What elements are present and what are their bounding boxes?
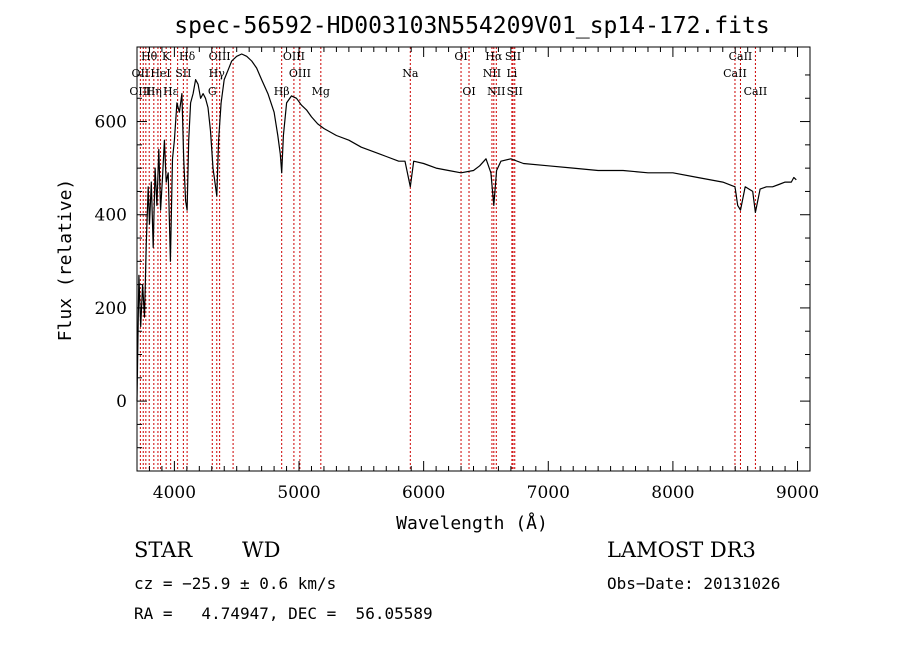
spectrum-line	[136, 53, 797, 402]
spectral-line-label: CaII	[723, 67, 747, 80]
spectral-line-label: OIII	[289, 67, 311, 80]
object-subclass: WD	[242, 538, 281, 562]
spectral-line-label: OII	[132, 67, 150, 80]
spectral-line-label: Mg	[312, 85, 330, 98]
spectral-line-label: Hθ	[141, 50, 158, 63]
spectral-line-label: Li	[506, 67, 517, 80]
y-tick-label: 600	[95, 113, 127, 133]
chart-title: spec-56592-HD003103N554209V01_sp14-172.f…	[174, 13, 769, 39]
object-class: STAR	[134, 538, 193, 562]
spectral-line-label: OI	[454, 50, 467, 63]
spectral-line-label: Hβ	[274, 85, 290, 98]
plot-frame	[136, 46, 811, 472]
spectral-line-label: NII	[483, 67, 501, 80]
spectral-line-label: Hδ	[179, 50, 196, 63]
spectral-line-label: SII	[175, 67, 191, 80]
spectral-line-label: K	[162, 50, 171, 63]
spectral-line-label: CaII	[729, 50, 753, 63]
spectral-line-label: SII	[507, 85, 523, 98]
y-axis-label: Flux (relative)	[55, 179, 76, 342]
spectral-line-label: Hε	[163, 85, 179, 98]
spectral-line-label: OI	[462, 85, 475, 98]
x-axis-label: Wavelength (Å)	[396, 512, 548, 534]
spectral-line-label: HeI	[150, 67, 170, 80]
spectral-line-label: CaII	[744, 85, 768, 98]
y-axis-ticks: 0 200 400 600	[95, 74, 810, 449]
spectral-line-label: Hη	[146, 85, 162, 98]
x-tick-label: 9000	[776, 483, 819, 503]
redshift-cz: cz = −25.9 ± 0.6 km/s	[134, 574, 337, 593]
x-tick-label: 8000	[651, 483, 694, 503]
observation-date: Obs−Date: 20131026	[607, 574, 781, 593]
y-tick-label: 0	[116, 392, 127, 412]
spectral-line-label: NII	[487, 85, 505, 98]
x-tick-label: 6000	[402, 483, 445, 503]
x-axis-ticks: 4000 5000 6000 7000 8000 9000	[136, 47, 819, 503]
y-tick-label: 400	[95, 206, 127, 226]
spectral-line-label: OIII	[129, 85, 151, 98]
x-tick-label: 7000	[527, 483, 570, 503]
spectral-line-label: G	[208, 85, 217, 98]
spectral-line-label: Hγ	[209, 67, 226, 80]
spectral-line-label: Na	[402, 67, 419, 80]
survey-name: LAMOST DR3	[607, 538, 756, 562]
y-tick-label: 200	[95, 299, 127, 319]
spectral-line-label: SII	[505, 50, 521, 63]
spectrum-series	[136, 53, 797, 402]
spectral-line-markers	[139, 47, 756, 471]
coordinates: RA = 4.74947, DEC = 56.05589	[134, 604, 433, 623]
spectral-line-label: Hα	[485, 50, 503, 63]
x-tick-label: 4000	[153, 483, 196, 503]
spectral-line-label: OIII	[209, 50, 231, 63]
x-tick-label: 5000	[277, 483, 320, 503]
